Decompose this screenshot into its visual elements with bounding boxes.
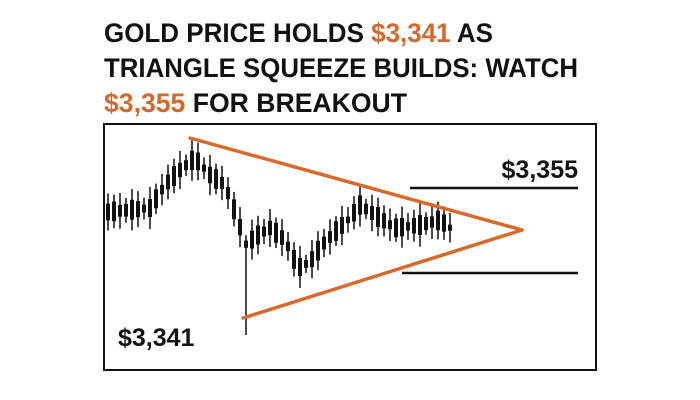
candle-body: [244, 240, 248, 248]
candle-body: [118, 205, 122, 217]
candle-body: [214, 169, 218, 189]
headline-line: TRIANGLE SQUEEZE BUILDS: WATCH: [104, 53, 578, 83]
candle-body: [166, 174, 170, 190]
candle-body: [196, 152, 200, 171]
candle-body: [274, 222, 278, 243]
headline-line: GOLD PRICE HOLDS $3,341 AS: [104, 18, 493, 48]
candle-body: [328, 231, 332, 243]
candle-body: [340, 217, 344, 234]
candle-body: [202, 164, 206, 172]
candle-body: [358, 195, 362, 215]
headline-text: AS: [451, 18, 493, 48]
candle-body: [292, 249, 296, 269]
triangle-upper: [188, 136, 524, 232]
candle-body: [346, 216, 350, 224]
candle-body: [382, 213, 386, 229]
candle-body: [226, 186, 230, 200]
resistance-label: $3,355: [502, 156, 579, 184]
candle-body: [298, 257, 302, 277]
candle-body: [124, 203, 128, 217]
candle-body: [424, 216, 428, 231]
candle-body: [436, 210, 440, 231]
candle-body: [430, 216, 434, 228]
headline-price: $3,355: [104, 88, 185, 118]
candle-body: [148, 198, 152, 218]
candle-body: [442, 214, 446, 232]
headline-price: $3,341: [371, 18, 451, 48]
candle-body: [388, 220, 392, 230]
triangle-lower: [241, 228, 524, 320]
candle-body: [364, 203, 368, 215]
candle-body: [178, 162, 182, 178]
candle-body: [190, 150, 194, 170]
candle-body: [130, 199, 134, 220]
candle-body: [304, 260, 308, 268]
candle-body: [256, 225, 260, 245]
candle-body: [268, 220, 272, 236]
candle-body: [406, 222, 410, 231]
candle-body: [286, 241, 290, 252]
candle-body: [412, 217, 416, 234]
headline-line: $3,355 FOR BREAKOUT: [104, 88, 407, 118]
candle-body: [142, 204, 146, 213]
candle-body: [238, 218, 242, 236]
candle-body: [154, 189, 158, 209]
candle-body: [112, 201, 116, 222]
candle-body: [136, 201, 140, 218]
candle-body: [172, 166, 176, 186]
candle-body: [316, 240, 320, 261]
candle-body: [352, 204, 356, 222]
candle-body: [334, 221, 338, 241]
candle-body: [232, 199, 236, 220]
candle-body: [370, 206, 374, 220]
candlesticks: [106, 139, 452, 335]
headline-text: FOR BREAKOUT: [185, 88, 407, 118]
candle-body: [184, 160, 188, 171]
candle-body: [106, 203, 110, 221]
candle-body: [220, 176, 224, 190]
candle-body: [322, 236, 326, 250]
candle-body: [376, 206, 380, 227]
support-label: $3,341: [118, 324, 195, 352]
candle-body: [394, 218, 398, 238]
candle-body: [448, 224, 452, 231]
candle-body: [280, 230, 284, 245]
headline: GOLD PRICE HOLDS $3,341 AS TRIANGLE SQUEE…: [104, 18, 578, 118]
headline-text: GOLD PRICE HOLDS: [104, 18, 371, 48]
candle-body: [250, 230, 254, 249]
candle-body: [310, 251, 314, 268]
candle-body: [400, 217, 404, 237]
candle-body: [160, 184, 164, 195]
candle-body: [418, 215, 422, 235]
candle-body: [262, 226, 266, 237]
candle-body: [208, 166, 212, 184]
headline-text: TRIANGLE SQUEEZE BUILDS: WATCH: [104, 53, 578, 83]
